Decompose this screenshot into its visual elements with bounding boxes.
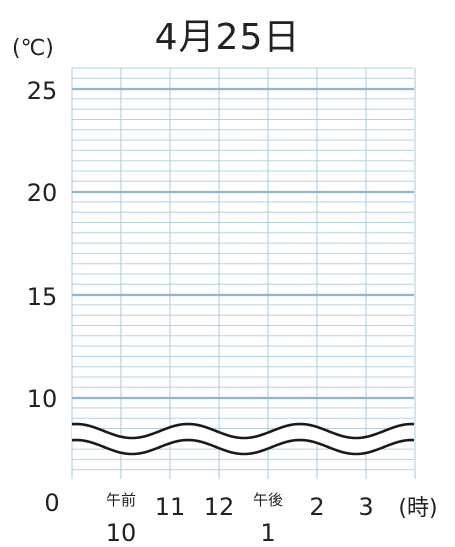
y-unit-label: (℃) bbox=[12, 36, 54, 61]
y-tick-label: 25 bbox=[27, 77, 58, 105]
x-tick-sublabel: 午後 bbox=[253, 491, 283, 509]
x-tick-label: 10 bbox=[106, 519, 137, 547]
y-tick-label: 20 bbox=[27, 179, 58, 207]
x-unit-label: (時) bbox=[398, 496, 437, 521]
x-tick-label: 1 bbox=[260, 519, 275, 547]
x-tick-label: 2 bbox=[309, 493, 324, 521]
x-tick-sublabel: 午前 bbox=[106, 491, 136, 509]
x-tick-label: 3 bbox=[358, 493, 373, 521]
x-tick-label: 11 bbox=[155, 493, 186, 521]
x-tick-label: 12 bbox=[204, 493, 235, 521]
axis-break-line-upper bbox=[71, 422, 415, 440]
axis-break-line-lower bbox=[71, 438, 415, 456]
y-tick-label: 15 bbox=[27, 283, 58, 311]
y-tick-label: 10 bbox=[27, 385, 58, 413]
y-tick-label: 0 bbox=[44, 489, 59, 517]
chart-title: 4月25日 bbox=[154, 17, 301, 58]
